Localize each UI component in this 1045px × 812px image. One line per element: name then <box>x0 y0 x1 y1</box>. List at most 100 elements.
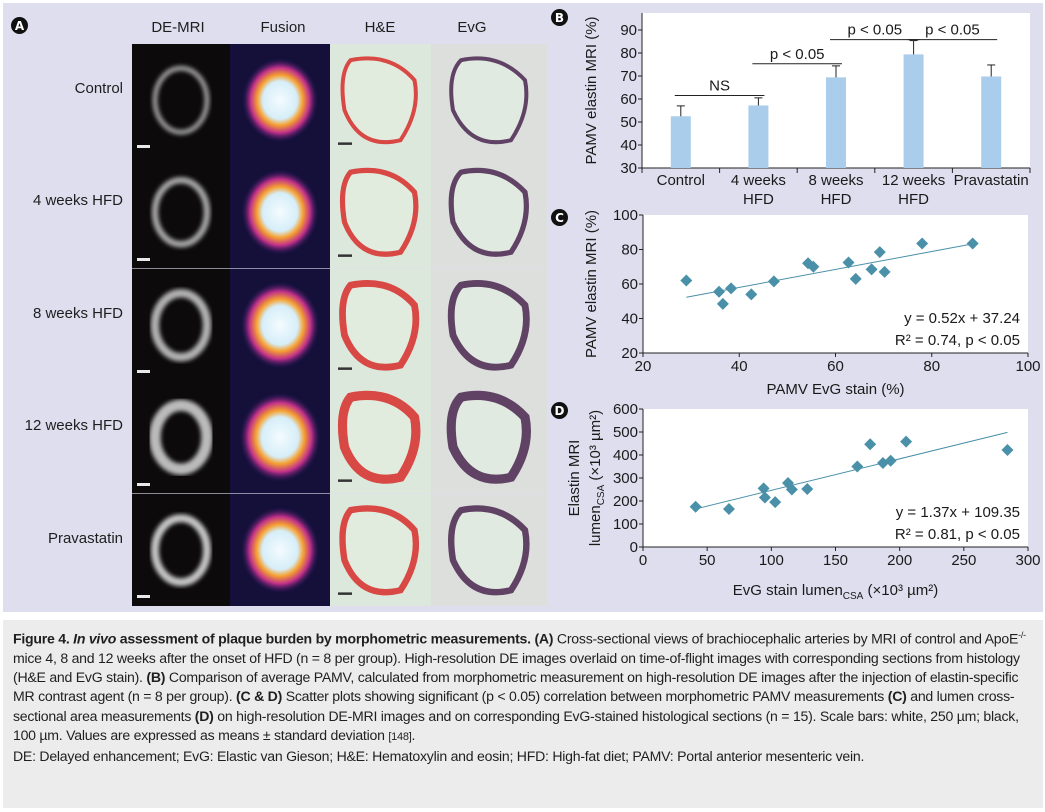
image-tile-fusion <box>230 381 330 494</box>
caption-label-c: (C) <box>887 688 907 705</box>
data-point <box>884 454 897 467</box>
image-tile-he <box>330 268 431 382</box>
caption-text-cd3: on high-resolution DE-MRI images and on … <box>13 707 1019 743</box>
x-tick-label: 12 weeks <box>882 172 945 189</box>
chart-b-bar: 30 40 50 60 70 80 90 Control 4 weeks HFD 8 weeks HF… <box>583 13 1031 208</box>
y-tick-label: 30 <box>620 160 637 177</box>
caption-text-cd1: Scatter plots showing significant (p < 0… <box>282 688 888 705</box>
caption-title-prefix: Figure 4. <box>13 630 74 647</box>
y-tick-label: 300 <box>613 470 638 487</box>
data-point <box>757 482 770 495</box>
data-point <box>873 246 886 259</box>
image-tile-evg <box>431 493 547 606</box>
y-tick-label: 60 <box>620 91 637 108</box>
trend-line <box>695 431 1008 510</box>
y-tick-label: 90 <box>620 22 637 39</box>
image-tile-he <box>330 493 431 606</box>
bar <box>981 76 1002 168</box>
image-tile-he <box>330 44 431 157</box>
caption-abbreviations: DE: Delayed enhancement; EvG: Elastic va… <box>13 747 865 764</box>
row-label-8-weeks: 8 weeks HFD <box>32 305 123 322</box>
data-point <box>785 483 798 496</box>
caption-superscript: -/- <box>1018 630 1026 640</box>
x-tick-label: 300 <box>1015 552 1040 569</box>
data-point <box>900 435 913 448</box>
y-tick-label: 200 <box>613 493 638 510</box>
significance-label: p < 0.05 <box>925 22 980 39</box>
data-point <box>1001 443 1014 456</box>
plot-area <box>643 409 1028 547</box>
significance-label: NS <box>709 78 730 95</box>
caption-body: Figure 4. In vivo assessment of plaque b… <box>13 626 1033 747</box>
row-label-4-weeks: 4 weeks HFD <box>32 192 123 209</box>
y-axis-label: PAMV elastin MRI (%) <box>583 16 600 164</box>
caption-text-cd2: and lumen cross-sectional area measureme… <box>13 688 1015 724</box>
histology-image-grid <box>132 44 547 606</box>
y-tick-label: 80 <box>621 242 638 259</box>
bar <box>826 77 846 168</box>
caption-title: assessment of plaque burden by morphomet… <box>116 630 531 647</box>
plot-area <box>643 215 1028 353</box>
x-tick-label: 40 <box>731 358 748 375</box>
data-point <box>851 460 864 473</box>
panel-a-badge: A <box>11 17 28 34</box>
data-point <box>758 491 771 504</box>
image-tile-he <box>330 156 431 269</box>
data-point <box>878 265 891 278</box>
y-axis-label: Elastin MRI <box>566 440 583 517</box>
x-tick-label: HFD <box>821 191 852 208</box>
y-tick-label: 400 <box>613 447 638 464</box>
data-point <box>966 237 979 250</box>
figure-panel: A DE-MRI Fusion H&E EvG Control 4 weeks … <box>3 3 1043 612</box>
significance-label: p < 0.05 <box>770 46 825 63</box>
image-tile-evg <box>431 268 547 382</box>
column-header-evg: EvG <box>457 19 487 36</box>
image-tile-mri <box>132 268 230 382</box>
column-header-de-mri: DE-MRI <box>151 19 205 36</box>
x-tick-label: HFD <box>898 191 929 208</box>
y-axis-label-2: lumenCSA (×10³ µm²) <box>587 410 607 546</box>
regression-stats: R² = 0.74, p < 0.05 <box>895 332 1020 349</box>
data-point <box>767 275 780 288</box>
y-tick-label: 100 <box>613 516 638 533</box>
image-tile-he <box>330 381 431 494</box>
x-tick-label: 20 <box>635 358 652 375</box>
y-tick-label: 50 <box>620 114 637 131</box>
scale-bar-white <box>137 594 150 598</box>
chart-c-scatter: 20 40 60 80 100 20 40 60 80 100 y = 0.52x + 37.24 R… <box>583 207 1041 398</box>
data-point <box>807 260 820 273</box>
data-point <box>745 288 758 301</box>
y-tick-label: 70 <box>620 68 637 85</box>
image-tile-evg <box>431 381 547 494</box>
y-tick-label: 60 <box>621 276 638 293</box>
data-point <box>716 297 729 310</box>
caption-label-d: (D) <box>194 707 214 724</box>
x-tick-label: HFD <box>743 191 774 208</box>
y-tick-label: 40 <box>621 311 638 328</box>
y-tick-label: 600 <box>613 401 638 418</box>
scale-bar-white <box>137 257 150 261</box>
data-point <box>725 282 738 295</box>
panel-d-badge: D <box>551 402 568 419</box>
scale-bar-white <box>137 145 150 149</box>
bar <box>903 54 924 168</box>
panel-c-badge: C <box>551 209 568 226</box>
caption-title-italic: In vivo <box>73 630 117 647</box>
y-tick-label: 20 <box>621 345 638 362</box>
data-point <box>864 438 877 451</box>
x-tick-label: 250 <box>951 552 976 569</box>
image-tile-evg <box>431 156 547 269</box>
data-point <box>842 256 855 269</box>
caption-label-b: (B) <box>146 669 166 686</box>
x-tick-label: 4 weeks <box>731 172 786 189</box>
x-tick-label: Pravastatin <box>954 172 1029 189</box>
y-tick-label: 500 <box>613 424 638 441</box>
y-tick-label: 80 <box>620 45 637 62</box>
x-tick-label: 60 <box>827 358 844 375</box>
x-tick-label: 100 <box>759 552 784 569</box>
caption-text-a1: Cross-sectional views of brachiocephalic… <box>553 630 1019 647</box>
row-label-pravastatin: Pravastatin <box>47 530 123 547</box>
image-tile-mri <box>132 381 230 494</box>
data-point <box>680 274 693 287</box>
data-point <box>916 237 929 250</box>
